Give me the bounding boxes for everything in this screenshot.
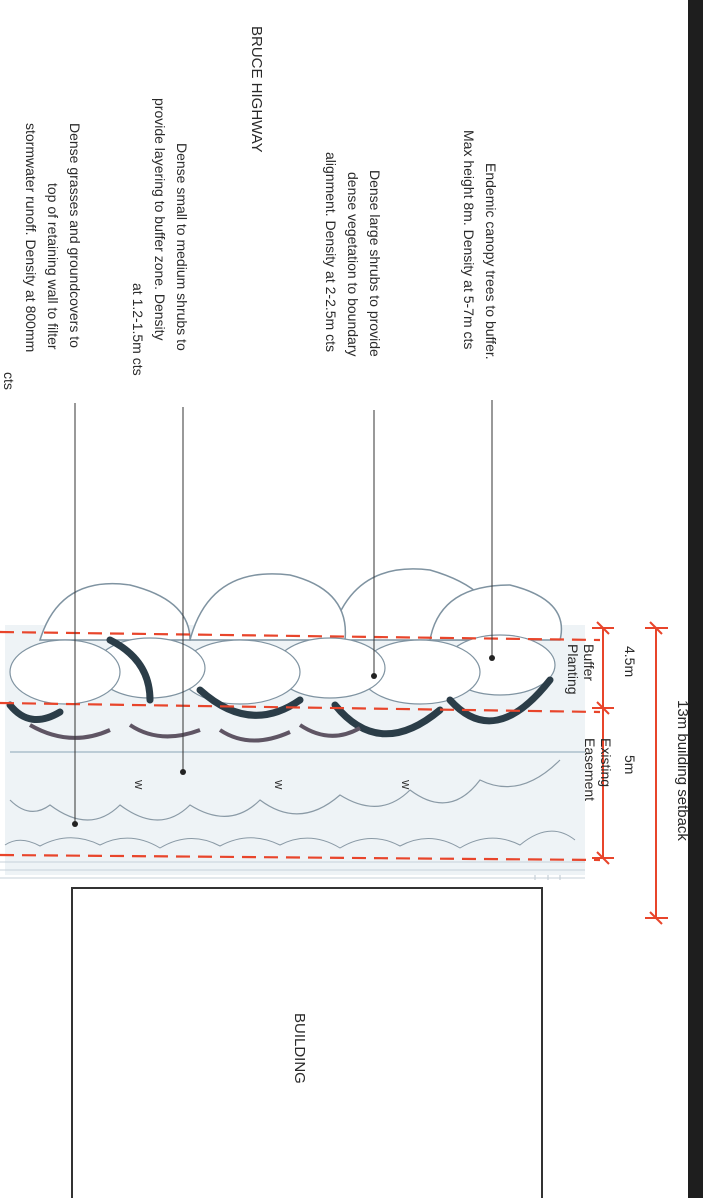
annotation-small-shrubs-line-3: at 1.2-1.5m cts	[130, 283, 146, 376]
annotation-grasses-line-3: stormwater runoff. Density at 800mm	[23, 123, 39, 352]
easement-width-label: 5m	[622, 755, 638, 774]
annotation-large-shrubs-line-3: alignment. Density at 2-2.5m cts	[323, 152, 339, 352]
wire-mark-1: W	[399, 780, 410, 790]
annotation-canopy: Endemic canopy trees to buffer. Max heig…	[461, 130, 499, 661]
page-border-right	[688, 0, 703, 1198]
annotation-grasses-line-4: cts	[1, 372, 17, 390]
buffer-name-line-2: Planting	[565, 644, 581, 695]
large-shrubs	[9, 634, 556, 705]
annotation-small-shrubs-line-2: provide layering to buffer zone. Density	[152, 98, 168, 341]
annotation-large-shrubs-line-2: dense vegetation to boundary	[345, 172, 361, 356]
leader-large-shrubs-dot	[371, 673, 377, 679]
easement-end-line	[0, 853, 601, 862]
road-hatching	[0, 861, 585, 879]
annotation-canopy-line-2: Max height 8m. Density at 5-7m cts	[461, 130, 477, 349]
leader-small-shrubs-dot	[180, 769, 186, 775]
annotation-grasses-line-1: Dense grasses and groundcovers to	[67, 123, 83, 348]
annotation-large-shrubs: Dense large shrubs to provide dense vege…	[323, 152, 383, 679]
annotation-small-shrubs: Dense small to medium shrubs to provide …	[130, 98, 190, 775]
annotation-grasses: Dense grasses and groundcovers to top of…	[1, 123, 83, 827]
annotation-small-shrubs-line-1: Dense small to medium shrubs to	[174, 143, 190, 351]
annotation-canopy-line-1: Endemic canopy trees to buffer.	[483, 163, 499, 360]
easement-name-line-2: Easement	[582, 738, 598, 801]
easement-name-line-1: Existing	[598, 738, 614, 787]
groundcover-scribble	[4, 830, 576, 849]
building-label: BUILDING	[291, 1013, 308, 1084]
buffer-width-label: 4.5m	[622, 646, 638, 677]
wire-mark-3: W	[132, 780, 143, 790]
dimension-lines	[592, 621, 668, 925]
buffer-start-line	[0, 630, 601, 642]
annotation-grasses-line-2: top of retaining wall to filter	[45, 183, 61, 350]
buffer-name-line-1: Buffer	[581, 644, 597, 681]
annotation-large-shrubs-line-1: Dense large shrubs to provide	[367, 170, 383, 357]
setback-label: 13m building setback	[674, 700, 691, 841]
canopy-trees	[38, 568, 563, 641]
leader-canopy-dot	[489, 655, 495, 661]
road-label: BRUCE HIGHWAY	[248, 26, 265, 153]
shrub-shadows	[29, 723, 361, 743]
small-shrubs	[9, 759, 561, 821]
buffer-end-line	[0, 701, 601, 714]
leader-grasses-dot	[72, 821, 78, 827]
wire-mark-2: W	[272, 780, 283, 790]
building-outline	[71, 887, 543, 1198]
shadow-crescents	[6, 636, 554, 738]
planting-sketch: W W W	[0, 568, 585, 879]
boundary-dashed-lines	[0, 630, 601, 862]
